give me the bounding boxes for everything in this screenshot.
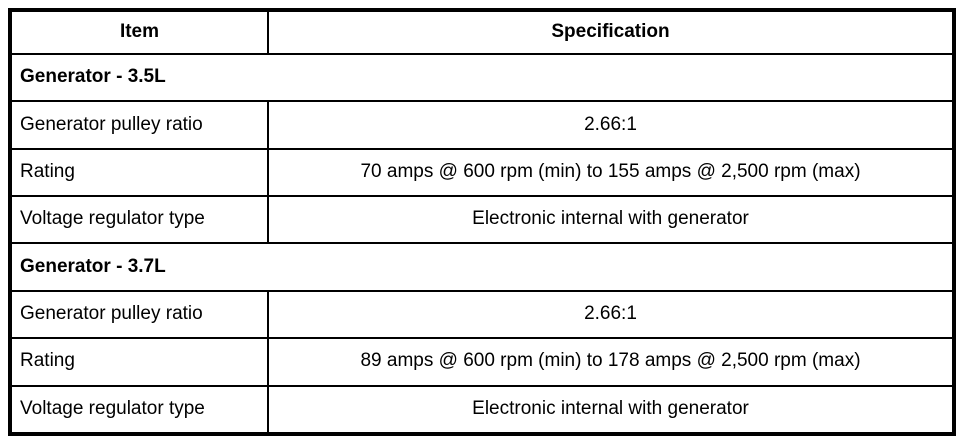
spec-cell: Electronic internal with generator bbox=[267, 384, 955, 436]
item-cell: Rating bbox=[9, 147, 269, 198]
table-row: Generator pulley ratio 2.66:1 bbox=[9, 289, 955, 340]
spec-cell: Electronic internal with generator bbox=[267, 195, 955, 245]
spec-cell: 89 amps @ 600 rpm (min) to 178 amps @ 2,… bbox=[267, 337, 955, 387]
item-cell: Generator pulley ratio bbox=[9, 289, 269, 340]
table-row: Voltage regulator type Electronic interna… bbox=[9, 195, 955, 245]
table-row: Voltage regulator type Electronic interna… bbox=[9, 384, 955, 436]
item-cell: Rating bbox=[9, 337, 269, 387]
column-header-specification: Specification bbox=[267, 9, 955, 55]
spec-cell: 2.66:1 bbox=[267, 289, 955, 340]
section-title: Generator - 3.7L bbox=[9, 242, 955, 292]
table-header-row: Item Specification bbox=[9, 9, 955, 55]
spec-cell: 2.66:1 bbox=[267, 100, 955, 150]
table-row: Rating 89 amps @ 600 rpm (min) to 178 amp… bbox=[9, 337, 955, 387]
table-row: Rating 70 amps @ 600 rpm (min) to 155 amp… bbox=[9, 147, 955, 198]
section-header-row: Generator - 3.7L bbox=[9, 242, 955, 292]
item-cell: Generator pulley ratio bbox=[9, 100, 269, 150]
spec-cell: 70 amps @ 600 rpm (min) to 155 amps @ 2,… bbox=[267, 147, 955, 198]
generator-specification-table: Item Specification Generator - 3.5L Gener… bbox=[8, 8, 956, 436]
table-row: Generator pulley ratio 2.66:1 bbox=[9, 100, 955, 150]
section-title: Generator - 3.5L bbox=[9, 52, 955, 103]
table-body: Generator - 3.5L Generator pulley ratio 2.… bbox=[9, 52, 955, 436]
column-header-item: Item bbox=[9, 9, 269, 55]
item-cell: Voltage regulator type bbox=[9, 384, 269, 436]
section-header-row: Generator - 3.5L bbox=[9, 52, 955, 103]
item-cell: Voltage regulator type bbox=[9, 195, 269, 245]
